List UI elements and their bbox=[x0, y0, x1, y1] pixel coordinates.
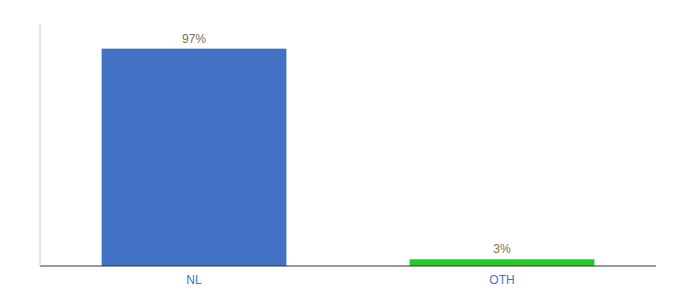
bar bbox=[102, 49, 287, 266]
x-tick-label: NL bbox=[186, 273, 202, 287]
bars bbox=[102, 49, 595, 266]
data-label: 97% bbox=[182, 32, 206, 46]
chart-container: NL OTH 97% 3% bbox=[0, 0, 680, 300]
x-axis-line bbox=[40, 266, 656, 267]
x-tick-label: OTH bbox=[489, 273, 514, 287]
data-label: 3% bbox=[493, 242, 511, 256]
bar bbox=[410, 259, 595, 266]
y-axis-line bbox=[40, 24, 41, 266]
chart-svg: NL OTH 97% 3% bbox=[0, 0, 680, 300]
